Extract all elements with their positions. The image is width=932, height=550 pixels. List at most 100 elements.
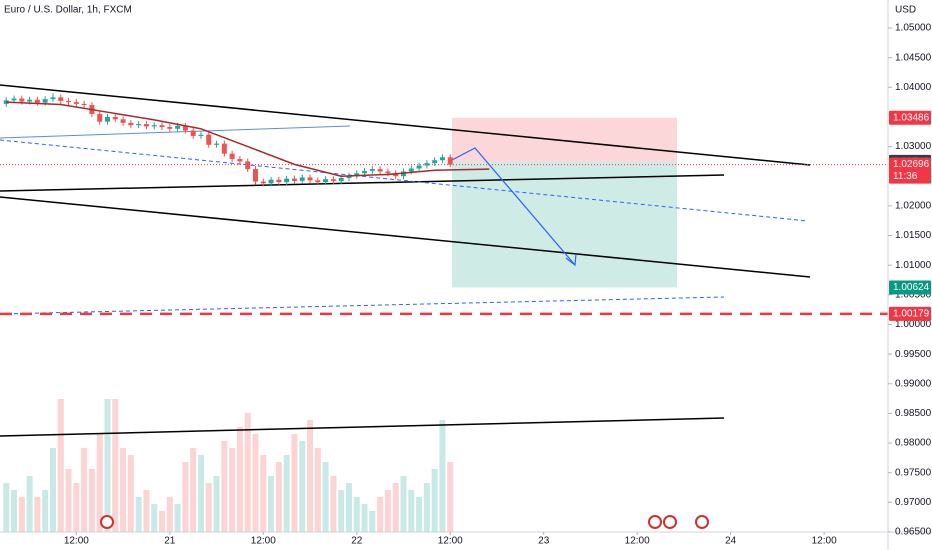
trend-line [0, 417, 725, 437]
price-label-box [889, 306, 931, 321]
candle-body [299, 177, 305, 181]
volume-bar [423, 483, 430, 532]
forecast-arrow [451, 147, 576, 266]
candle-body [338, 178, 344, 181]
candle-body [400, 171, 406, 177]
volume-bar [377, 497, 384, 532]
y-tick-label: 0.98500 [895, 408, 932, 419]
y-tick-label: 1.05000 [895, 23, 932, 34]
volume-bar [205, 483, 212, 532]
candle-body [315, 180, 321, 183]
volume-bar [197, 455, 204, 532]
trend-line [0, 296, 725, 315]
candle-body [58, 97, 64, 101]
candle-body [198, 134, 204, 136]
trend-line [0, 139, 809, 222]
x-tick-label: 24 [725, 536, 737, 547]
axis-unit: USD [895, 5, 916, 16]
candle-body [260, 181, 266, 184]
volume-bar [283, 455, 290, 532]
volume-bar [236, 427, 243, 532]
volume-bar [400, 476, 407, 532]
volume-bar [384, 490, 391, 532]
x-tick-label: 23 [538, 536, 550, 547]
event-icon [695, 515, 709, 529]
event-icon [100, 515, 114, 529]
candle-body [447, 157, 453, 165]
y-tick-label: 0.99000 [895, 378, 932, 389]
y-tick-label: 1.00500 [895, 289, 932, 300]
trend-line [0, 196, 811, 278]
candle-body [307, 177, 313, 181]
candle-body [190, 130, 196, 136]
candle-body [346, 175, 352, 179]
candles [3, 93, 490, 187]
candle-body [159, 125, 165, 128]
volume-bar [88, 469, 95, 532]
volume-bar [127, 455, 134, 532]
volume-bar [57, 399, 64, 532]
volume-bar [268, 476, 275, 532]
candle-body [323, 179, 329, 183]
candle-body [385, 171, 391, 174]
candle-body [276, 179, 282, 183]
candle-body [104, 116, 110, 122]
volume-bar [81, 448, 88, 532]
candle-body [167, 127, 173, 129]
volume-bar [190, 448, 197, 532]
candle-body [245, 161, 251, 170]
price-label: 1.02696 [893, 159, 930, 170]
y-tick-label: 1.03000 [895, 141, 932, 152]
volume-bar [260, 455, 267, 532]
trend-line [0, 174, 725, 192]
drawings [0, 84, 888, 437]
candle-body [268, 179, 274, 184]
x-tick-label: 12:00 [625, 536, 650, 547]
candle-body [229, 153, 235, 160]
y-tick-label: 1.00000 [895, 319, 932, 330]
candle-body [439, 157, 445, 161]
y-tick-label: 1.01500 [895, 230, 932, 241]
x-tick-label: 21 [164, 536, 176, 547]
candle-body [330, 179, 336, 181]
volume-bar [299, 441, 306, 532]
volume-bar [120, 448, 127, 532]
volume-bar [73, 483, 80, 532]
volume-bar [96, 434, 103, 532]
candle-body [393, 173, 399, 177]
countdown-label: 11:36 [893, 171, 918, 182]
volume-bar [3, 483, 10, 532]
volume-bar [26, 476, 33, 532]
volume-bar [166, 497, 173, 532]
candle-body [252, 169, 258, 182]
stop-zone [452, 117, 677, 162]
price-label: 1.03486 [893, 112, 930, 123]
candle-body [81, 103, 87, 106]
volume-bar [416, 497, 423, 532]
candle-body [175, 125, 181, 129]
y-tick-label: 0.97500 [895, 467, 932, 478]
candle-body [151, 125, 157, 127]
volume-bar [143, 490, 150, 532]
volume-bar [314, 448, 321, 532]
volume-bar [369, 511, 376, 532]
candle-body [112, 116, 118, 120]
y-tick-label: 0.98000 [895, 438, 932, 449]
volume-bar [104, 399, 111, 532]
event-icon [663, 515, 677, 529]
candle-body [120, 119, 126, 123]
candle-body [237, 159, 243, 162]
candle-body [424, 163, 430, 166]
trend-line [0, 84, 811, 166]
volume-bar [322, 462, 329, 532]
y-tick-label: 0.96500 [895, 527, 932, 538]
candle-body [432, 160, 438, 164]
volume-bar [330, 476, 337, 532]
candle-body [408, 168, 414, 172]
candle-body [416, 165, 422, 169]
volume-bar [361, 504, 368, 532]
volume-bar [338, 490, 345, 532]
arrow-head [565, 253, 577, 267]
trend-line [0, 125, 351, 139]
